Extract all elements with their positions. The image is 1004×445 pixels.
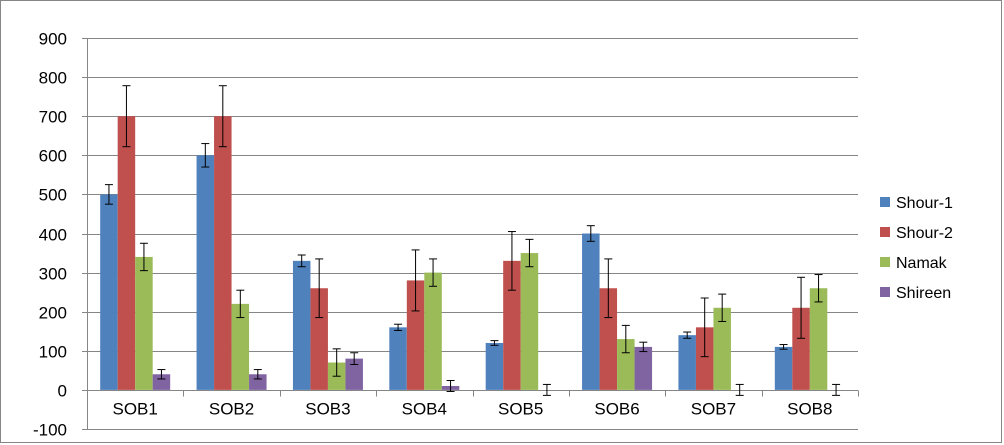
bar xyxy=(792,307,810,390)
bar xyxy=(196,155,215,390)
error-bar xyxy=(814,274,823,303)
error-bar xyxy=(507,231,516,291)
bar xyxy=(249,374,267,390)
bar xyxy=(424,272,442,390)
bar xyxy=(809,288,828,390)
error-bar xyxy=(429,258,438,287)
bar xyxy=(503,260,521,390)
error-bar xyxy=(122,85,131,148)
error-bar xyxy=(201,143,210,168)
bar xyxy=(117,116,136,390)
x-tick-label: SOB5 xyxy=(498,400,543,419)
bar xyxy=(214,116,232,390)
axes xyxy=(82,38,859,430)
bar xyxy=(389,327,407,390)
error-bar xyxy=(411,249,420,312)
bar xyxy=(135,256,153,390)
error-bar xyxy=(157,369,166,380)
y-tick-label: 200 xyxy=(39,304,67,323)
x-tick-label: SOB4 xyxy=(402,400,447,419)
legend-label: Shour-1 xyxy=(896,195,953,212)
y-tick-label: 900 xyxy=(39,30,67,49)
bar xyxy=(617,339,635,390)
x-tick-label: SOB8 xyxy=(787,400,832,419)
error-bar xyxy=(604,258,613,319)
error-bar xyxy=(394,323,403,331)
error-bar xyxy=(639,341,648,353)
legend-swatch xyxy=(880,227,890,237)
error-bar xyxy=(446,380,455,392)
error-bar xyxy=(779,344,788,350)
bar xyxy=(231,303,250,390)
legend-label: Shireen xyxy=(896,285,951,302)
error-bar xyxy=(350,352,359,365)
bar xyxy=(406,280,425,390)
bar xyxy=(152,374,171,390)
bar xyxy=(695,327,714,390)
y-tick-label: 100 xyxy=(39,343,67,362)
y-tick-label: 800 xyxy=(39,69,67,88)
bars xyxy=(100,116,828,390)
x-tick-label: SOB2 xyxy=(209,400,254,419)
tick-labels: -100 0 100 200 300 400 500 600 700 800 900 SOB1 SOB2… xyxy=(33,30,833,440)
bar xyxy=(100,194,118,390)
error-bar xyxy=(315,258,324,319)
legend-label: Shour-2 xyxy=(896,225,953,242)
error-bar xyxy=(332,348,341,377)
legend-swatch xyxy=(880,197,890,207)
legend-label: Namak xyxy=(896,255,948,272)
error-bar xyxy=(735,383,744,396)
error-bar xyxy=(253,369,262,380)
error-bar xyxy=(139,242,148,272)
bar xyxy=(713,307,731,390)
bar xyxy=(774,346,793,390)
y-tick-label: -100 xyxy=(33,421,67,440)
bar xyxy=(292,260,311,390)
error-bar xyxy=(490,340,499,346)
bar xyxy=(345,358,363,390)
legend: Shour-1 Shour-2 Namak Shireen xyxy=(880,195,953,302)
bar xyxy=(582,233,600,390)
bar xyxy=(599,288,618,390)
y-tick-label: 300 xyxy=(39,265,67,284)
y-tick-label: 0 xyxy=(58,382,67,401)
x-tick-label: SOB3 xyxy=(305,400,350,419)
bar xyxy=(310,288,328,390)
error-bar xyxy=(104,184,113,205)
error-bar xyxy=(621,324,630,354)
x-tick-label: SOB1 xyxy=(113,400,158,419)
error-bar xyxy=(718,293,727,322)
error-bar xyxy=(832,383,841,396)
error-bar xyxy=(297,254,306,268)
error-bar xyxy=(586,225,595,242)
legend-swatch xyxy=(880,257,890,267)
bar xyxy=(520,253,539,390)
y-tick-label: 700 xyxy=(39,108,67,127)
x-tick-label: SOB6 xyxy=(594,400,639,419)
error-bar xyxy=(236,289,245,319)
y-tick-label: 400 xyxy=(39,226,67,245)
bar xyxy=(678,335,696,390)
legend-swatch xyxy=(880,287,890,297)
error-bar xyxy=(683,331,692,339)
bar xyxy=(634,346,653,390)
bar xyxy=(485,342,504,390)
error-bar xyxy=(218,85,227,148)
error-bars xyxy=(104,85,841,396)
y-tick-label: 500 xyxy=(39,186,67,205)
error-bar xyxy=(542,383,551,396)
error-bar xyxy=(797,276,806,339)
error-bar xyxy=(525,238,534,268)
x-tick-label: SOB7 xyxy=(691,400,736,419)
y-tick-label: 600 xyxy=(39,147,67,166)
error-bar xyxy=(700,297,709,358)
